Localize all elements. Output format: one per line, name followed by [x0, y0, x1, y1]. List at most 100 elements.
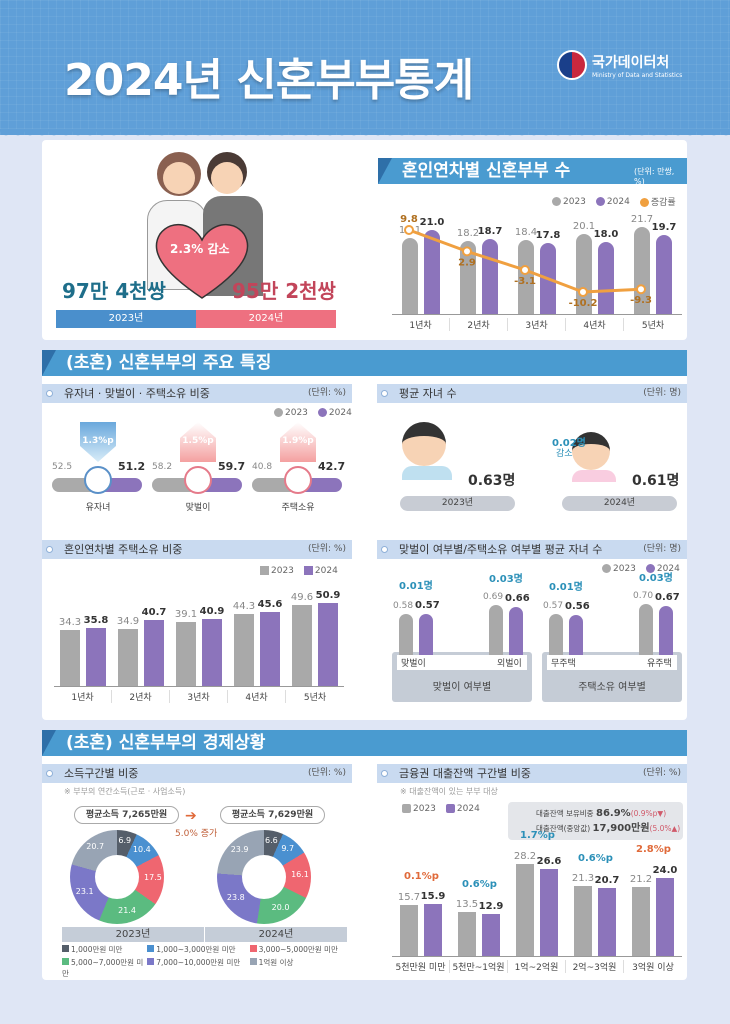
bar [569, 615, 583, 655]
x-tick-label: 3억원 이상 [632, 963, 674, 973]
x-tick-label: 1억~2억원 [508, 960, 566, 973]
avg-change-label: 감소 [556, 449, 573, 459]
bar [489, 604, 503, 655]
chart-couples-by-year: 19.121.018.218.718.417.820.118.021.719.7… [392, 210, 682, 315]
bar-value: 20.7 [594, 875, 620, 887]
gauge-label: 유자녀 [85, 503, 111, 513]
bar-value: 0.66 [505, 593, 530, 605]
bar [509, 607, 523, 655]
bar-value: 18.2 [456, 228, 480, 240]
bar [144, 619, 164, 686]
slice-label: 20.7 [86, 842, 105, 852]
change-label: 0.03명 [489, 574, 523, 586]
year-2024-pill: 2024년 [562, 496, 677, 511]
bar-value: 21.7 [630, 214, 654, 226]
slice-label: 6.9 [118, 835, 132, 845]
year-2023-pill: 2023년 [400, 496, 515, 511]
section-title: (초혼) 신혼부부의 주요 특징 [42, 350, 687, 376]
house-icon [284, 466, 312, 494]
bar-value: 28.2 [513, 850, 537, 862]
category-label: 맞벌이 [401, 659, 426, 669]
bar-value: 17.8 [535, 229, 561, 241]
unit-label: (단위: 만쌍, %) [634, 167, 675, 186]
card-economy: (초혼) 신혼부부의 경제상황 소득구간별 비중 (단위: %) ※ 부부의 연간… [42, 730, 687, 980]
slice-label: 6.6 [265, 835, 278, 845]
value-2024: 59.7 [218, 460, 246, 473]
bar [632, 886, 650, 956]
bar-value: 18.4 [514, 227, 538, 239]
pie-2023: 6.9 10.4 17.5 21.4 23.1 20.7 [70, 830, 164, 924]
baby-icon [84, 466, 112, 494]
subsection-header: 맞벌이 여부별/주택소유 여부별 평균 자녀 수 (단위: 명) [377, 540, 687, 559]
group-label: 주택소유 여부별 [578, 682, 646, 693]
income-change: 5.0% 증가 [175, 829, 218, 839]
income-legend: 1,000만원 미만 1,000~3,000만원 미만 3,000~5,000만원 … [62, 944, 352, 979]
change-label: 2.3% 감소 [170, 242, 230, 256]
subsection-header: 유자녀 · 맞벌이 · 주택소유 비중 (단위: %) [42, 384, 352, 403]
bar-value: 34.3 [58, 617, 82, 629]
x-tick-label: 5년차 [303, 693, 327, 703]
legend-item: 7,000~10,000만원 미만 [147, 957, 249, 979]
bar [202, 619, 222, 686]
bar-value: 44.3 [232, 600, 256, 612]
bar-value: 0.70 [633, 591, 654, 601]
bar-value: 20.1 [572, 220, 596, 232]
year-2024-label: 2024년 [205, 927, 347, 942]
card-features: (초혼) 신혼부부의 주요 특징 유자녀 · 맞벌이 · 주택소유 비중 (단위:… [42, 350, 687, 720]
year-2023-label: 2023년 [62, 927, 204, 942]
bar-value: 24.0 [652, 864, 678, 876]
bar [419, 614, 433, 655]
legend-item: 1,000~3,000만원 미만 [147, 944, 249, 955]
change-label: 1.7%p [520, 830, 555, 842]
rate-line: 9.8 2.9 -3.1 -10.2 -9.3 [400, 214, 652, 309]
legend: 2023 2024 [602, 564, 680, 574]
change-label: 1.3%p [82, 436, 114, 446]
bar-value: 21.2 [629, 873, 653, 885]
bar-value: 13.5 [455, 898, 479, 910]
card-overview: 2.3% 감소 97만 4천쌍 95만 2천쌍 2023년 2024년 혼인연차… [42, 140, 687, 340]
x-tick-label: 1년차 [54, 690, 112, 703]
bar [176, 622, 196, 686]
child-2024-icon [572, 432, 616, 482]
bar-value: 39.1 [174, 609, 198, 621]
bar-value: 15.9 [420, 891, 446, 903]
x-tick-label: 4년차 [228, 690, 286, 703]
group-labels-bg [547, 655, 677, 670]
bar-value: 35.8 [83, 614, 109, 626]
year-2023-ribbon: 2023년 [56, 310, 196, 328]
category-label: 외벌이 [497, 659, 522, 669]
x-tick-label: 5년차 [641, 321, 665, 331]
legend-item: 3,000~5,000만원 미만 [249, 944, 352, 955]
x-tick-label: 2억~3억원 [566, 960, 624, 973]
bar [598, 242, 614, 314]
slice-label: 9.7 [281, 843, 295, 853]
slice-label: 20.0 [271, 902, 290, 912]
category-label: 무주택 [551, 659, 576, 669]
value-2023: 52.5 [52, 462, 73, 472]
org-name-en: Ministry of Data and Statistics [592, 71, 683, 79]
change-label: 0.01명 [399, 581, 433, 593]
org-name: 국가데이터처 [592, 54, 670, 71]
bar-value: 21.3 [571, 873, 595, 885]
slice-label: 17.5 [144, 873, 162, 883]
bar [424, 904, 442, 956]
bar [574, 886, 592, 956]
loan-summary-box: 대출잔액 보유비중 86.9%(0.9%p▼) 대출잔액(중앙값) 17,900… [508, 802, 683, 840]
bar [518, 240, 534, 314]
feature-gauges: 1.3%p 52.5 51.2 유자녀 1.5%p 58.2 59.7 맞벌이 1.9%p 40.… [42, 422, 352, 532]
bar-value: 45.6 [257, 598, 283, 610]
chart-housing: 34.3 35.8 34.9 40.7 39.1 40.9 44.3 45.6 49.6 50.9 [54, 580, 344, 687]
legend: 2023 2024 증감률 [552, 195, 676, 208]
briefcase-icon [184, 466, 212, 494]
x-tick-label: 2년차 [450, 318, 508, 331]
bar [540, 869, 558, 956]
bar-value: 21.0 [419, 217, 445, 228]
bar [516, 863, 534, 956]
bar [549, 614, 563, 655]
group-labels-bg [397, 655, 527, 670]
bar-value: 34.9 [116, 616, 140, 628]
slice-label: 23.8 [226, 893, 245, 903]
heart-icon [150, 220, 255, 300]
chart-loan: 15.7 15.9 13.5 12.9 28.2 26.6 21.3 20.7 21.2 24.0… [392, 830, 682, 957]
org-logo: 국가데이터처 Ministry of Data and Statistics [557, 50, 682, 80]
